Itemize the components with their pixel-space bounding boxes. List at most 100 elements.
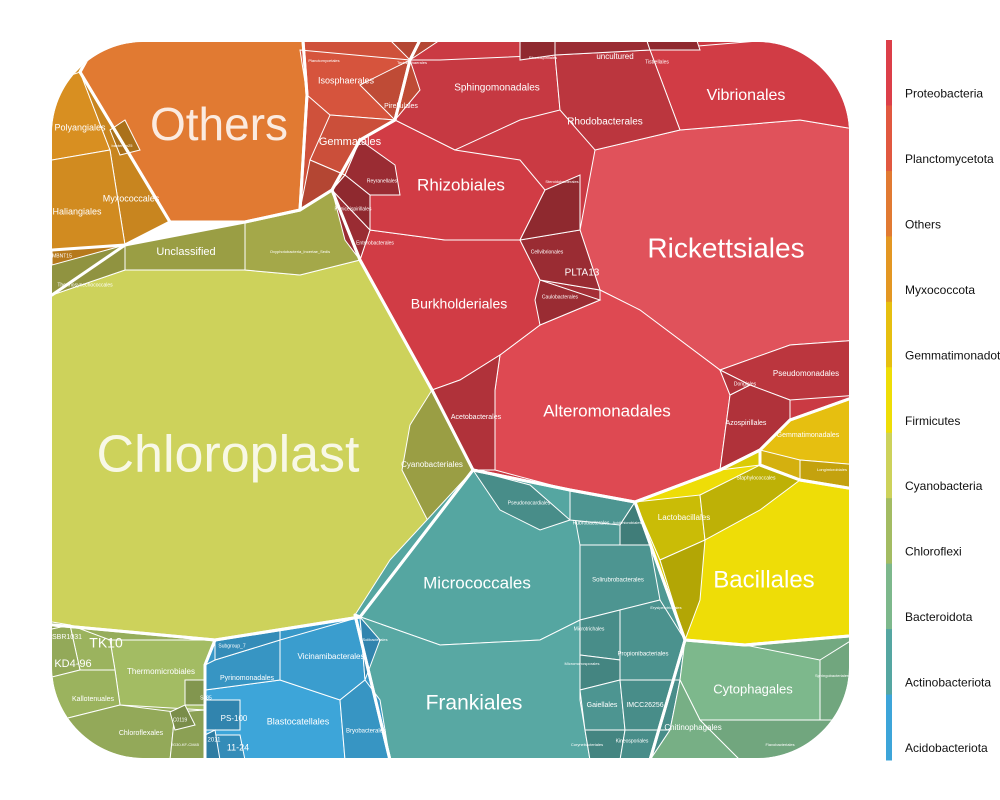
cell-rhodospirillales [519,42,556,61]
legend-label-proteobacteria: Proteobacteria [905,86,983,100]
label-subgroup-7: Subgroup_7 [218,643,245,649]
label-pyrinomonadales: Pyrinomonadales [220,675,275,682]
cell-chitinophagales [649,678,742,758]
label-thermosynechococcales: Thermosynechococcales [57,282,113,288]
label-ardenticatenales: Ardenticatenales [15,737,45,742]
boundary-myxococcota [52,42,172,252]
label-c0119: C0119 [173,717,188,723]
label-solirubrobacterales: Solirubrobacterales [592,578,644,584]
legend-swatch-planctomycetota [886,105,892,172]
legend-swatch-proteobacteria [886,40,892,106]
label-ps-100: PS-100 [221,714,248,723]
label-11-24: 11-24 [227,742,249,752]
label-micrococcales: Micrococcales [423,573,531,592]
label-polyangiales: Polyangiales [54,122,106,132]
label-cyanobacteriales: Cyanobacteriales [401,460,463,469]
legend-swatch-others [886,170,892,237]
boundary-bacteroidota [648,633,849,758]
label-pseudomonadales: Pseudomonadales [773,369,839,378]
label-corynebacteriales: Corynebacteriales [571,742,603,747]
cell-dongiales [719,368,752,396]
legend-label-acidobacteriota: Acidobacteriota [905,741,988,755]
legend-swatch-acidobacteriota [886,694,892,761]
boundary-planctomycetota [298,42,442,212]
label-rhodospirillales: Rhodospirillales [529,55,557,60]
cell-tistrellales [639,42,701,51]
cell-uncultured [554,42,651,56]
label-planctomycetales: Planctomycetales [308,58,339,63]
label-cytophagales: Cytophagales [713,681,793,696]
label-sphingobacteriales: Sphingobacteriales [815,673,849,678]
cell-sphingobacteriales [819,634,849,721]
label-haliangiales: Haliangiales [52,206,102,216]
label-gaiellales: Gaiellales [587,702,618,709]
label-alteromonadales: Alteromonadales [543,401,671,420]
label-chitinophagales: Chitinophagales [664,723,721,732]
legend-label-myxococcota: Myxococcota [905,283,975,297]
label-burkholderiales: Burkholderiales [411,296,508,312]
label-gemmatimonadales: Gemmatimonadales [777,432,840,439]
legend-swatch-chloroflexi [886,498,892,565]
label-unclassified: Unclassified [156,246,215,258]
label-acetobacterales: Acetobacterales [451,414,502,421]
label-kineosporiales: Kineosporiales [616,738,649,744]
label-erysipelotrichales: Erysipelotrichales [650,605,681,610]
cell-staphylococcales [699,464,802,541]
legend-swatch-bacteroidota [886,563,892,630]
cell-vibrionales [649,42,849,131]
legend-label-gemmatimonadota: Gemmatimonadota [905,348,1000,362]
label-sbr1031: SBR1031 [52,634,82,641]
label-bacillales: Bacillales [713,566,814,593]
label-rubrobacterales: Rubrobacterales [573,520,610,526]
cell-corynebacteriales [584,729,626,758]
treemap-plot-area: Chloroplast Cyanobacteriales Unclassified O… [15,42,849,758]
cell-c0119 [169,704,196,731]
label-uncultured: uncultured [596,52,633,61]
phylum-legend: Proteobacteria Planctomycetota Others Myxoc… [886,40,1000,761]
legend-swatch-gemmatimonadota [886,301,892,368]
label-propionibacteriales: Propionibacteriales [617,652,668,658]
label-microtrichales: Microtrichales [574,626,605,632]
label-mbnt15: MBNT15 [52,253,72,259]
label-2011: 2011 [208,738,222,744]
label-rhodobacterales: Rhodobacterales [567,117,643,128]
label-vibrionales: Vibrionales [707,87,786,104]
legend-label-firmicutes: Firmicutes [905,414,960,428]
label-plta13: PLTA13 [565,268,600,279]
legend-label-bacteroidota: Bacteroidota [905,610,973,624]
label-tepidisphaerales: Tepidisphaerales [397,60,427,65]
cell-gemmatales [309,114,397,176]
label-vicinamibacterales: Vicinamibacterales [298,652,365,661]
legend-label-chloroflexi: Chloroflexi [905,545,962,559]
label-thermomicrobiales: Thermomicrobiales [127,667,195,676]
label-frankiales: Frankiales [426,692,523,715]
label-rickettsiales: Rickettsiales [647,232,804,263]
label-gemmatales: Gemmatales [319,136,382,148]
label-tk10: TK10 [89,635,123,651]
legend-swatch-cyanobacteria [886,432,892,499]
boundary-acidobacteriota [203,613,392,758]
cell-pseudonocardiales [471,469,571,531]
label-chloroplast: Chloroplast [96,426,360,484]
label-lactobacillales: Lactobacillales [658,513,710,522]
cell-bacteriap25 [109,119,141,156]
label-others: Others [150,98,288,150]
cell-bryobacterales [339,679,391,758]
label-staphylococcales: Staphylococcales [737,475,776,481]
label-rhizobiales: Rhizobiales [417,175,505,194]
label-enterobacterales: Enterobacterales [356,240,394,246]
label-reyranellales: Reyranellales [367,178,398,184]
label-bryobacterales: Bryobacterales [346,729,386,735]
label-bacteriap25: bacteriap25 [112,143,134,148]
label-tistrellales: Tistrellales [645,59,669,65]
legend-swatch-firmicutes [886,367,892,434]
label-chloroflexales: Chloroflexales [119,730,164,737]
label-micromonosporales: Micromonosporales [565,661,600,666]
label-oxyphotobacteria-incertae-sedis: Oxyphotobacteria_Incertae_Sedis [270,249,330,254]
label-jg30-kf-cm45: JG30-KF-CM45 [171,742,200,747]
label-kallotenuales: Kallotenuales [72,696,115,703]
label-longimicrobiales: Longimicrobiales [817,467,847,472]
legend-label-others: Others [905,217,941,231]
label-solibacterales: Solibacterales [362,637,387,642]
